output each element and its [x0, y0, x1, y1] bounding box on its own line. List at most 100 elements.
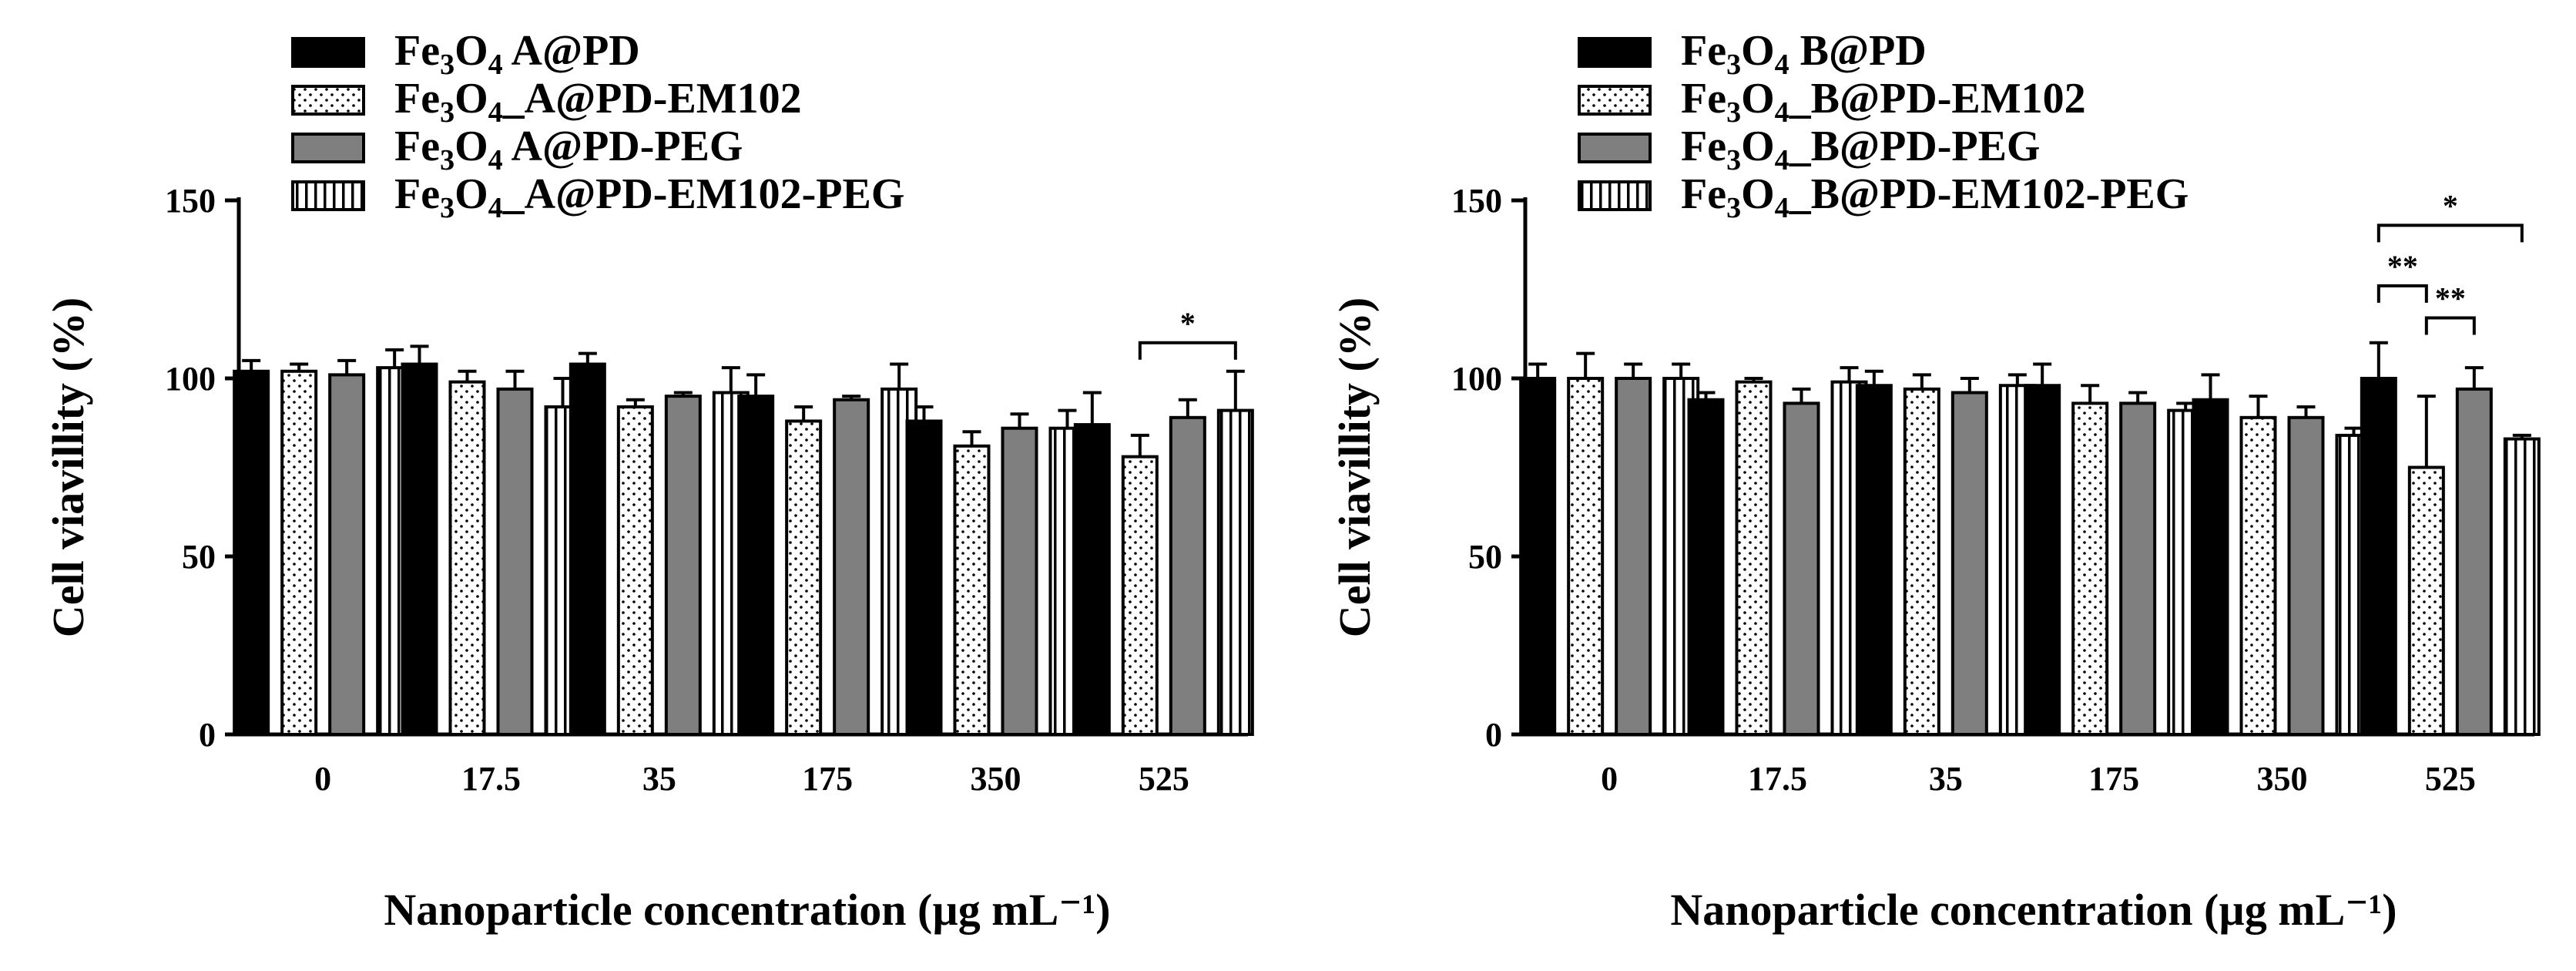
legend-swatch: [291, 133, 365, 163]
y-axis-title: Cell viavillity (%): [43, 297, 93, 637]
bar: [1567, 377, 1605, 736]
legend-swatch: [291, 85, 365, 116]
significance-bracket: **: [2376, 249, 2428, 303]
x-tick-label: 35: [1929, 760, 1963, 798]
y-tick-label: 100: [1451, 360, 1502, 398]
bracket-line: [2376, 223, 2524, 243]
y-tick-label: 100: [165, 360, 216, 398]
legend-item: Fe3O4_B@PD-EM102-PEG: [1578, 170, 2189, 224]
bar: [2503, 437, 2541, 736]
bracket-line: [2376, 284, 2428, 303]
bar: [401, 362, 438, 736]
x-axis-title: Nanoparticle concentration (µg mL⁻¹): [384, 885, 1110, 935]
x-tick-label: 17.5: [461, 760, 521, 798]
chart-panel-b: Fe3O4 B@PDFe3O4_B@PD-EM102Fe3O4_B@PD-PEG…: [1330, 27, 2541, 935]
significance-bracket: *: [2376, 188, 2524, 243]
bar: [2407, 465, 2445, 736]
legend-label: Fe3O4 A@PD-PEG: [394, 123, 743, 176]
bar: [280, 369, 318, 736]
x-tick-label: 525: [2425, 760, 2476, 798]
x-tick-label: 35: [642, 760, 676, 798]
bracket-line: [1138, 341, 1237, 360]
legend-label: Fe3O4 B@PD: [1681, 27, 1927, 81]
bar: [1073, 423, 1111, 736]
legend-swatch: [1578, 85, 1652, 116]
bar: [1001, 426, 1038, 736]
bar: [2287, 415, 2325, 736]
bar: [2119, 402, 2157, 737]
bar: [233, 369, 270, 736]
x-axis-title: Nanoparticle concentration (µg mL⁻¹): [1670, 885, 2397, 935]
legend-item: Fe3O4_A@PD-EM102-PEG: [291, 170, 904, 224]
x-tick-label: 0: [1601, 760, 1618, 798]
y-tick-label: 150: [165, 182, 216, 220]
legend-swatch: [291, 37, 365, 68]
legend-item: Fe3O4_B@PD-EM102: [1578, 75, 2086, 129]
bar: [1519, 377, 1557, 736]
bracket-line: [2424, 316, 2476, 335]
y-tick-label: 150: [1451, 182, 1502, 220]
significance-label: **: [2387, 249, 2418, 284]
significance-label: *: [1180, 306, 1196, 341]
legend: Fe3O4 B@PDFe3O4_B@PD-EM102Fe3O4_B@PD-PEG…: [1578, 27, 2189, 224]
bar: [1783, 402, 1820, 737]
y-tick-label: 0: [199, 716, 216, 754]
bar: [448, 380, 486, 736]
y-tick-label: 50: [1468, 538, 1502, 576]
bar: [737, 395, 775, 736]
legend-item: Fe3O4 B@PD: [1578, 27, 1927, 81]
bar: [1735, 380, 1773, 736]
bar: [569, 362, 606, 736]
bar: [905, 419, 943, 736]
significance-bracket: **: [2424, 281, 2476, 335]
y-tick-label: 0: [1485, 716, 1502, 754]
y-tick-label: 50: [182, 538, 216, 576]
bar: [2239, 415, 2277, 736]
bar: [833, 398, 870, 736]
bar: [328, 373, 366, 736]
legend-swatch: [1578, 133, 1652, 163]
x-tick-label: 17.5: [1748, 760, 1807, 798]
bar: [2455, 387, 2493, 736]
bar: [1903, 387, 1940, 736]
significance-bracket: *: [1138, 306, 1237, 360]
legend-swatch: [1578, 37, 1652, 68]
bar: [1950, 391, 1988, 736]
legend-label: Fe3O4_A@PD-EM102: [394, 75, 802, 129]
x-tick-label: 350: [971, 760, 1021, 798]
bar: [1615, 377, 1652, 736]
bar: [1687, 398, 1725, 736]
legend-swatch: [291, 180, 365, 211]
legend-label: Fe3O4 A@PD: [394, 27, 640, 81]
x-tick-label: 350: [2257, 760, 2308, 798]
bar: [2071, 402, 2109, 737]
legend-label: Fe3O4_B@PD-EM102: [1681, 75, 2086, 129]
bar: [616, 405, 654, 737]
legend-label: Fe3O4_B@PD-PEG: [1681, 123, 2040, 176]
bar: [664, 395, 702, 736]
bar: [2360, 377, 2397, 736]
bar: [1169, 415, 1206, 736]
bar: [1855, 384, 1893, 736]
x-tick-label: 525: [1139, 760, 1189, 798]
legend-swatch: [1578, 180, 1652, 211]
bar: [953, 444, 991, 737]
x-tick-label: 175: [2088, 760, 2139, 798]
legend-item: Fe3O4_B@PD-PEG: [1578, 123, 2040, 176]
bar: [496, 387, 534, 736]
legend-item: Fe3O4 A@PD: [291, 27, 640, 81]
significance-label: **: [2435, 281, 2466, 315]
legend-item: Fe3O4 A@PD-PEG: [291, 123, 743, 176]
x-tick-label: 0: [314, 760, 331, 798]
legend-label: Fe3O4_B@PD-EM102-PEG: [1681, 170, 2189, 224]
bar: [2192, 398, 2229, 736]
legend-label: Fe3O4_A@PD-EM102-PEG: [394, 170, 904, 224]
y-axis-title: Cell viavillity (%): [1330, 297, 1380, 637]
bar: [1216, 408, 1254, 737]
bar: [1121, 455, 1159, 736]
x-tick-label: 175: [802, 760, 853, 798]
bar: [785, 419, 823, 736]
